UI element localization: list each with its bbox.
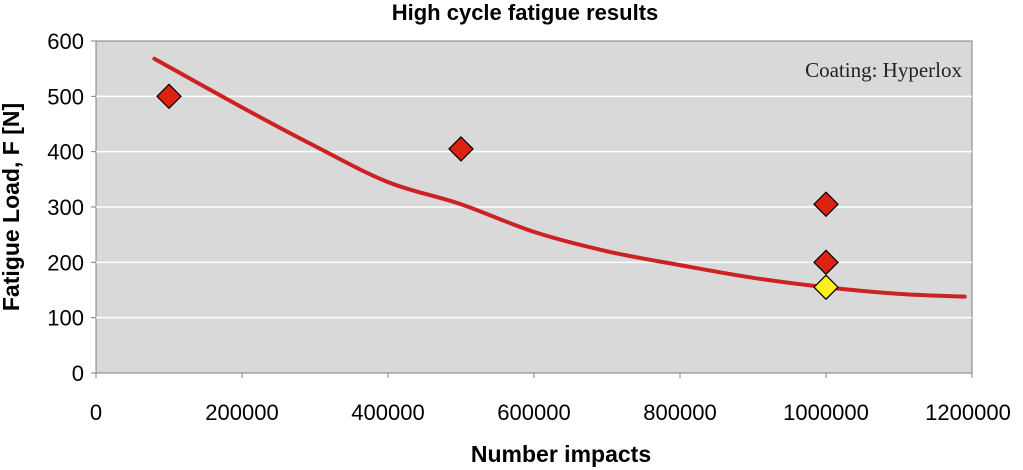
data-point-diamond: [813, 249, 839, 276]
y-tick-label: 200: [47, 250, 84, 275]
x-tick-label: 800000: [643, 400, 716, 425]
x-tick-label: 0: [90, 400, 102, 425]
x-tick-label: 400000: [351, 400, 424, 425]
x-tick-label: 200000: [205, 400, 278, 425]
x-tick-labels: 0 200000 400000 600000 800000 1000000 1200000: [90, 400, 1011, 425]
chart-title: High cycle fatigue results: [392, 0, 659, 25]
coating-annotation: Coating: Hyperlox: [805, 58, 962, 82]
x-axis-title: Number impacts: [471, 441, 651, 467]
data-point-diamond: [448, 136, 474, 162]
y-tick-labels: 0 100 200 300 400 500 600: [47, 29, 84, 386]
data-markers: [156, 83, 839, 301]
data-point-diamond: [156, 83, 182, 110]
data-point-diamond: [813, 274, 839, 301]
y-tick-label: 300: [47, 195, 84, 220]
y-tick-label: 100: [47, 306, 84, 331]
x-tick-label: 1000000: [783, 400, 869, 425]
data-point-diamond: [813, 191, 839, 218]
x-tick-label: 600000: [497, 400, 570, 425]
y-tick-label: 400: [47, 140, 84, 165]
y-axis-title: Fatigue Load, F [N]: [0, 103, 24, 311]
x-tick-label: 1200000: [925, 400, 1011, 425]
y-tick-label: 500: [47, 84, 84, 109]
y-tick-label: 600: [47, 29, 84, 54]
y-tick-label: 0: [72, 361, 84, 386]
